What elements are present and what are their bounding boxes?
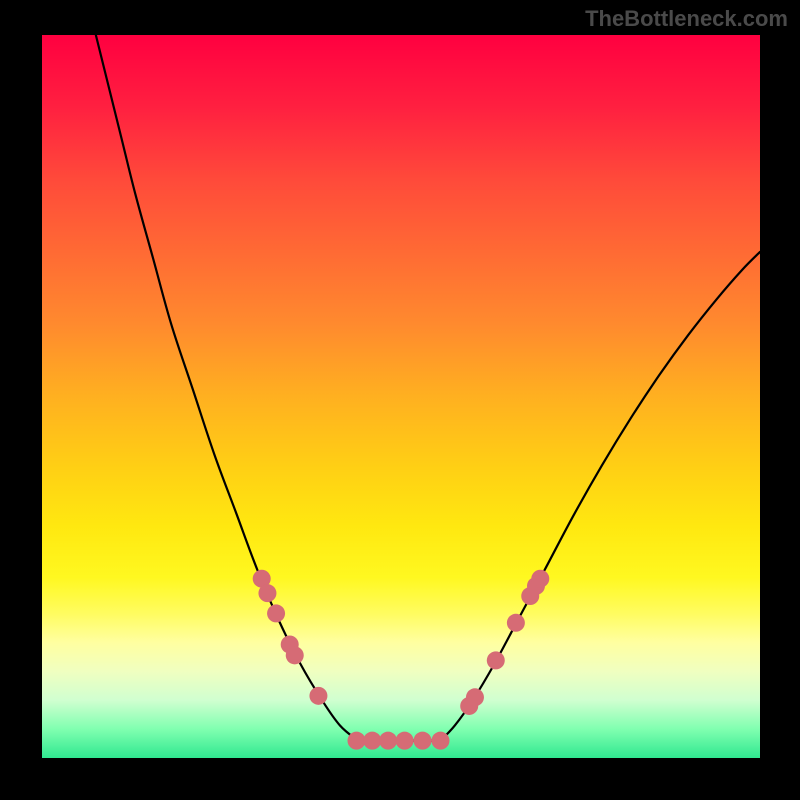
chart-container: TheBottleneck.com	[0, 0, 800, 800]
data-marker	[286, 646, 304, 664]
data-marker	[507, 614, 525, 632]
data-marker	[487, 651, 505, 669]
data-marker	[379, 732, 397, 750]
data-marker	[531, 570, 549, 588]
plot-area	[42, 35, 760, 758]
data-marker	[347, 732, 365, 750]
watermark-text: TheBottleneck.com	[585, 6, 788, 32]
data-marker	[363, 732, 381, 750]
data-marker	[309, 687, 327, 705]
data-marker	[258, 584, 276, 602]
chart-svg	[42, 35, 760, 758]
data-marker	[431, 732, 449, 750]
data-marker	[267, 604, 285, 622]
data-marker	[414, 732, 432, 750]
gradient-background	[42, 35, 760, 758]
data-marker	[466, 688, 484, 706]
data-marker	[396, 732, 414, 750]
